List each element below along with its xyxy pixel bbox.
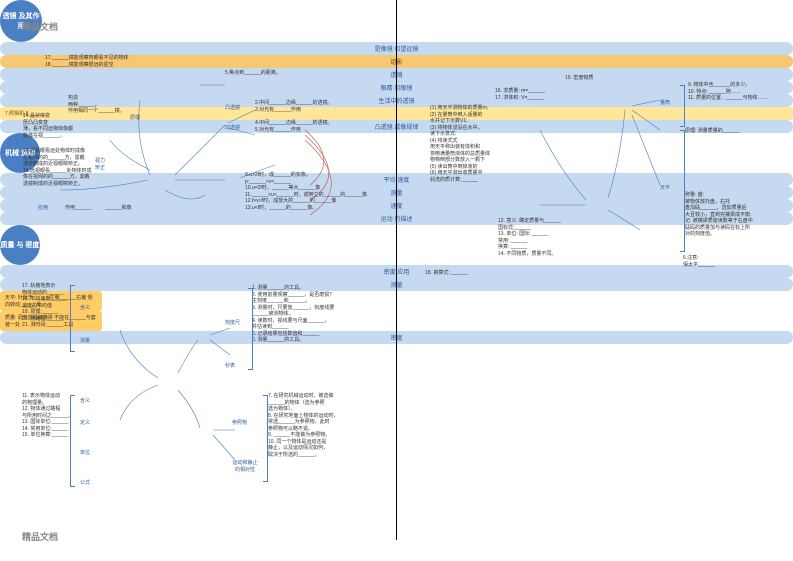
map3-cylinder: 量筒	[660, 100, 670, 107]
bracket3	[248, 288, 253, 370]
map2-speed-formula: 公式	[80, 480, 90, 487]
map1-text-4-5: 4.中间______边缘______的透镜。 5.对光有______作用	[255, 120, 370, 133]
map2-ref-obj: 参照物	[232, 420, 247, 427]
watermark-bottom: 精品文档	[22, 530, 58, 543]
map2-text-17-21: 17. 轨格地表示 物体运动的______ 18. 平均速度______ 速度的…	[22, 283, 92, 329]
map1-text-5: 5.焦点到______的距离。	[225, 70, 305, 77]
map1-app-a: 作用______	[65, 205, 92, 212]
map1-text-2-3: 2.中间______边缘______的透镜。 3.对光有______作用	[255, 100, 370, 113]
map2-speed-unit: 单位	[80, 450, 90, 457]
bracket5	[680, 85, 685, 127]
map1-rules-9-13: 9.u>2f时，成______的实像。 p:______<v<______ 10…	[245, 172, 380, 211]
map3-19: 19. 密度物质	[565, 75, 593, 82]
map1-text-construct: 构造 两种______， 作用相同一个______镜。	[68, 95, 138, 115]
map3-balance: 天平	[660, 185, 670, 192]
page-root: 精品文档 精品文档	[0, 0, 793, 561]
bracket6	[680, 130, 685, 252]
watermark-top: 精品文档	[22, 20, 58, 33]
map1-concave: 凹透镜	[225, 125, 240, 132]
map3-9-11: 9. 物体中含______的多少。 10. 特点: ______随…… 11. …	[688, 82, 783, 102]
map1-eye-principle: 原理	[130, 115, 140, 122]
map2-text-7-10: 7. 在研究机械运动时，被选做 ______的物体（选为参照 选为物体）。 8.…	[268, 393, 388, 458]
bracket1	[70, 285, 75, 352]
map2-text-1-6: 1. 测量______的工具。 2. 使用前量观察______，是否磨损？ 主刻…	[252, 285, 382, 344]
map2-text-11-15: 11. 表示物体运动 的物理量。 12. 物体通过路程 与所用时间之______…	[22, 393, 87, 439]
map1-text-14: 14.晶状体变 厚凸凸变变 薄，看不同远物体像都 能落在视______。	[23, 113, 98, 139]
map3-12-14: 12. 意义: 确定质量与______ 国标式:______ 13. 单位: 国…	[498, 218, 593, 257]
map1-text-17-18: 17.______镜能观察肉眼看不见的物体 18.______镜能观察很远的星空	[45, 55, 160, 68]
bracket2	[70, 395, 75, 487]
map3-18: 18. 换算式: ______	[425, 270, 485, 277]
map2-stopwatch: 秒表	[225, 363, 235, 370]
map3-center: 质量 与 密度	[0, 225, 40, 265]
map3-note6: 6.注意: 保太平______	[683, 255, 743, 268]
map1-text-15-16: 15.近视眼看远处物体时成像 在视网的的______方，需戴 透镜制成的近视眼睛…	[23, 148, 123, 187]
map3-steps: (1) 用天平测物体的质量m; (2) 在量筒中倒入适量的 水并记下示数V1; …	[430, 105, 535, 183]
page-divider	[396, 0, 397, 540]
map2-relativity: 运动和静止 的相对性	[225, 460, 265, 473]
map3-weigh: 称量: 盛: 被物体放托盘，右托 盘加砝______，选加质量后 大且较小，直到…	[685, 192, 785, 238]
map1-app-b: ______和像	[105, 205, 132, 212]
map1-convex: 凸透镜	[225, 105, 240, 112]
map1-app: 应用	[38, 205, 48, 212]
map3-principle: 原理: 测量质量的______	[685, 128, 765, 135]
map2-avg-measure: 测量	[80, 338, 90, 345]
map3-16-17: 16. 求质量: m=______ 17. 求体积: V=______	[495, 88, 560, 101]
map2-ruler: 刻度尺	[225, 320, 240, 327]
bracket4	[263, 395, 268, 482]
